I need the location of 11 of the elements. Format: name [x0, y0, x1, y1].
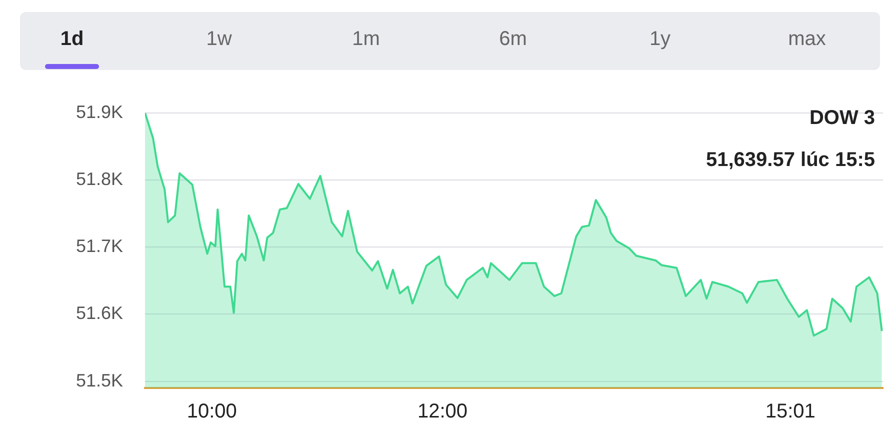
y-tick-label: 51.7K [76, 236, 123, 256]
annotation: 51,639.57 lúc 15:5 [706, 149, 875, 171]
x-tick-label: 15:01 [765, 400, 816, 423]
y-tick-label: 51.6K [76, 303, 123, 324]
y-tick-label: 51.9K [76, 102, 123, 122]
annotation: DOW 3 [809, 107, 875, 129]
x-tick-label: 12:00 [417, 400, 468, 423]
y-tick-label: 51.5K [76, 370, 123, 390]
tab-bar: 1d 1w 1m 6m 1y max [20, 12, 880, 70]
x-tick-label: 10:00 [186, 400, 237, 423]
y-tick-label: 51.8K [76, 168, 123, 189]
